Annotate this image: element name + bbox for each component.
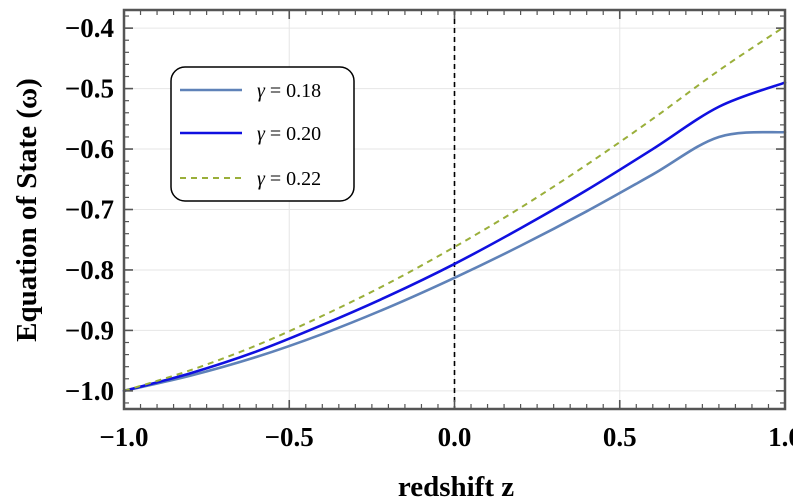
series-lines — [122, 25, 787, 393]
y-tick-labels: −1.0 −0.9 −0.8 −0.7 −0.6 −0.5 −0.4 — [65, 13, 114, 406]
legend: γ = 0.18 γ = 0.20 γ = 0.22 — [170, 66, 355, 202]
legend-label: γ = 0.18 — [257, 80, 321, 102]
x-tick-label: 0.5 — [603, 422, 637, 452]
legend-label: γ = 0.22 — [257, 168, 321, 190]
series-line-gamma-0 — [122, 130, 787, 393]
y-tick-label: −0.5 — [65, 74, 114, 104]
y-tick-label: −1.0 — [65, 376, 114, 406]
legend-label: γ = 0.20 — [257, 123, 321, 145]
y-tick-label: −0.6 — [65, 134, 114, 164]
series-line-gamma-1 — [122, 81, 787, 393]
x-tick-label: 0.0 — [438, 422, 472, 452]
y-tick-label: −0.7 — [65, 195, 114, 225]
y-tick-label: −0.9 — [65, 315, 114, 345]
y-tick-label: −0.4 — [65, 13, 114, 43]
axis-ticks — [123, 10, 786, 409]
x-axis-title: redshift z — [398, 471, 514, 503]
y-axis-title: Equation of State (ω) — [11, 78, 43, 342]
legend-box — [170, 66, 355, 202]
x-tick-label: −0.5 — [265, 422, 314, 452]
x-tick-label: −1.0 — [99, 422, 148, 452]
x-tick-labels: −1.0 −0.5 0.0 0.5 1.0 — [99, 422, 793, 452]
x-tick-label: 1.0 — [768, 422, 793, 452]
y-tick-label: −0.8 — [65, 255, 114, 285]
